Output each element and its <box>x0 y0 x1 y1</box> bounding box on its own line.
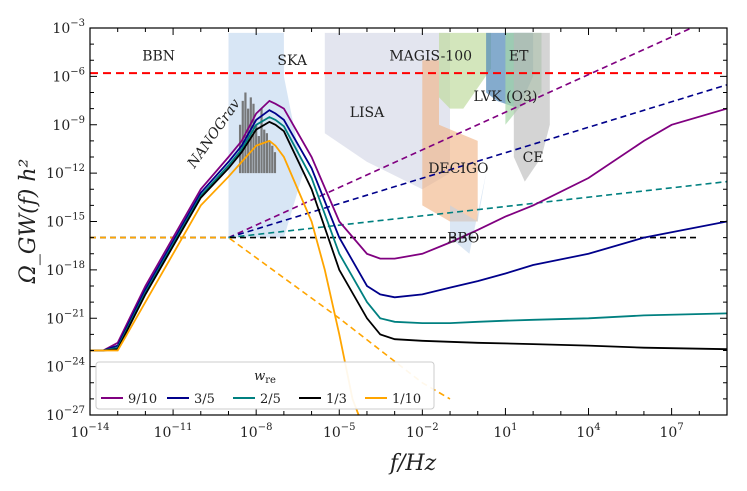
region-label-ce: CE <box>523 150 544 166</box>
dashed-line <box>228 28 694 239</box>
tick-label: 10−21 <box>46 308 85 327</box>
series-line-1-10 <box>90 139 360 415</box>
series-line-1-3 <box>90 120 727 352</box>
tick-label: 101 <box>493 422 517 441</box>
tick-label: 10−18 <box>46 260 85 279</box>
series-line-2-5 <box>90 116 727 352</box>
tick-label: 104 <box>576 422 600 441</box>
region-label-ska: SKA <box>277 53 307 69</box>
region-lisa <box>324 32 450 190</box>
tick-label: 10−6 <box>52 66 85 85</box>
region-ce <box>513 32 550 182</box>
region-label-et: ET <box>509 48 529 64</box>
region-label-lisa: LISA <box>350 105 385 121</box>
region-label-magis-100: MAGIS-100 <box>389 48 472 64</box>
detector-regions <box>228 32 550 254</box>
legend-label: 3/5 <box>194 392 215 407</box>
tick-label: 10−9 <box>52 115 85 134</box>
tick-label: 10−14 <box>71 422 110 441</box>
x-axis-title: f/Hz <box>388 451 437 476</box>
series-lines <box>90 99 727 415</box>
series-line-3-5 <box>90 109 727 352</box>
legend-label: 1/10 <box>392 392 421 407</box>
legend-label: 1/3 <box>326 392 347 407</box>
region-magis-100 <box>439 32 491 109</box>
legend-label: 2/5 <box>260 392 281 407</box>
tick-label: 10−12 <box>46 163 85 182</box>
dashed-line <box>228 180 727 239</box>
tick-label: 10−27 <box>46 405 85 424</box>
dashed-line <box>228 84 727 239</box>
tick-label: 10−11 <box>154 422 193 441</box>
region-label-bbo: BBO <box>447 230 479 246</box>
bbn-label: BBN <box>142 48 175 64</box>
y-axis-title: Ω_GW(f) h² <box>16 159 41 285</box>
series-line-9-10 <box>90 99 727 352</box>
legend-label: 9/10 <box>128 392 157 407</box>
region-bbo <box>450 173 487 254</box>
tick-label: 10−2 <box>406 422 439 441</box>
tick-label: 10−24 <box>46 357 85 376</box>
region-label-lvk-o3: LVK (O3) <box>473 89 537 105</box>
tick-label: 10−15 <box>46 212 85 231</box>
region-decigo <box>422 60 478 222</box>
region-label-decigo: DECIGO <box>428 161 488 177</box>
tick-label: 107 <box>660 422 684 441</box>
tick-label: 10−3 <box>52 18 85 37</box>
tick-label: 10−8 <box>240 422 273 441</box>
tick-label: 10−5 <box>323 422 356 441</box>
